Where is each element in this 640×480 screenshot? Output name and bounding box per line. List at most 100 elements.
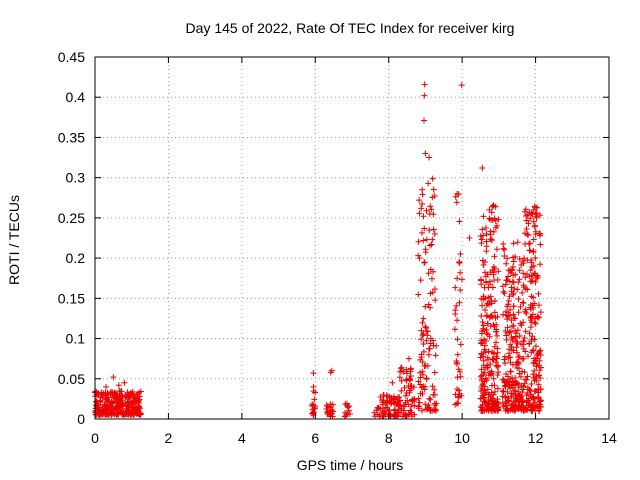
data-point — [510, 291, 517, 298]
data-point — [483, 302, 490, 309]
data-point — [526, 240, 533, 247]
data-point — [389, 379, 396, 386]
y-tick-label: 0.2 — [66, 250, 86, 266]
data-point — [515, 309, 522, 316]
data-point — [532, 270, 539, 277]
data-point — [527, 315, 534, 322]
data-point — [500, 311, 507, 318]
data-point — [502, 407, 509, 414]
data-point — [507, 368, 514, 375]
data-point — [454, 386, 461, 393]
data-point — [119, 400, 126, 407]
data-point — [417, 374, 424, 381]
x-tick-label: 8 — [385, 430, 393, 446]
data-point — [527, 324, 534, 331]
data-point — [522, 348, 529, 355]
data-point — [406, 387, 413, 394]
data-point — [490, 391, 497, 398]
data-point — [522, 206, 529, 213]
data-point — [98, 389, 105, 396]
data-point — [525, 220, 532, 227]
data-point — [502, 360, 509, 367]
data-point — [327, 403, 334, 410]
data-point — [501, 290, 508, 297]
data-point — [493, 328, 500, 335]
data-point — [510, 347, 517, 354]
data-point — [515, 295, 522, 302]
data-point — [526, 386, 533, 393]
data-point — [418, 327, 425, 334]
data-point — [453, 199, 460, 206]
y-tick-label: 0.3 — [66, 170, 86, 186]
data-point — [486, 215, 493, 222]
data-point — [535, 302, 542, 309]
data-point — [530, 218, 537, 225]
data-point — [417, 369, 424, 376]
data-point — [537, 401, 544, 408]
data-point — [426, 395, 433, 402]
data-point — [415, 252, 422, 259]
data-point — [534, 405, 541, 412]
data-point — [429, 236, 436, 243]
data-point — [428, 241, 435, 248]
data-point — [432, 352, 439, 359]
data-point — [431, 391, 438, 398]
data-point — [482, 225, 489, 232]
data-point — [103, 383, 110, 390]
data-point — [523, 225, 530, 232]
data-point — [521, 380, 528, 387]
data-point — [398, 377, 405, 384]
data-point — [519, 386, 526, 393]
data-point — [377, 394, 384, 401]
data-point — [530, 206, 537, 213]
data-point — [484, 331, 491, 338]
data-point — [343, 400, 350, 407]
y-tick-label: 0.05 — [58, 371, 85, 387]
data-point — [501, 246, 508, 253]
data-point — [514, 239, 521, 246]
data-point — [110, 393, 117, 400]
data-point — [457, 250, 464, 257]
data-point — [527, 301, 534, 308]
data-point — [495, 268, 502, 275]
data-point — [408, 403, 415, 410]
data-point — [419, 319, 426, 326]
data-point — [423, 236, 430, 243]
data-point — [423, 376, 430, 383]
data-point — [426, 345, 433, 352]
data-point — [420, 331, 427, 338]
data-point — [522, 308, 529, 315]
data-point — [490, 202, 497, 209]
data-point — [482, 399, 489, 406]
data-point — [522, 328, 529, 335]
data-point — [345, 407, 352, 414]
data-point — [427, 266, 434, 273]
data-point — [422, 303, 429, 310]
data-point — [423, 207, 430, 214]
data-point — [452, 193, 459, 200]
data-point — [415, 395, 422, 402]
data-point — [423, 337, 430, 344]
data-point — [457, 287, 464, 294]
data-point — [101, 410, 108, 417]
data-point — [502, 403, 509, 410]
data-point — [505, 301, 512, 308]
data-point — [501, 379, 508, 386]
data-point — [479, 319, 486, 326]
data-point — [510, 258, 517, 265]
data-point — [479, 165, 486, 172]
data-point — [513, 349, 520, 356]
x-tick-label: 6 — [311, 430, 319, 446]
data-point — [527, 247, 534, 254]
data-point — [486, 278, 493, 285]
data-point — [537, 241, 544, 248]
data-point — [386, 398, 393, 405]
data-point — [404, 370, 411, 377]
data-point — [453, 361, 460, 368]
data-point — [454, 374, 461, 381]
data-point — [415, 405, 422, 412]
data-point — [507, 359, 514, 366]
data-point — [506, 278, 513, 285]
data-point — [456, 260, 463, 267]
data-point — [487, 360, 494, 367]
